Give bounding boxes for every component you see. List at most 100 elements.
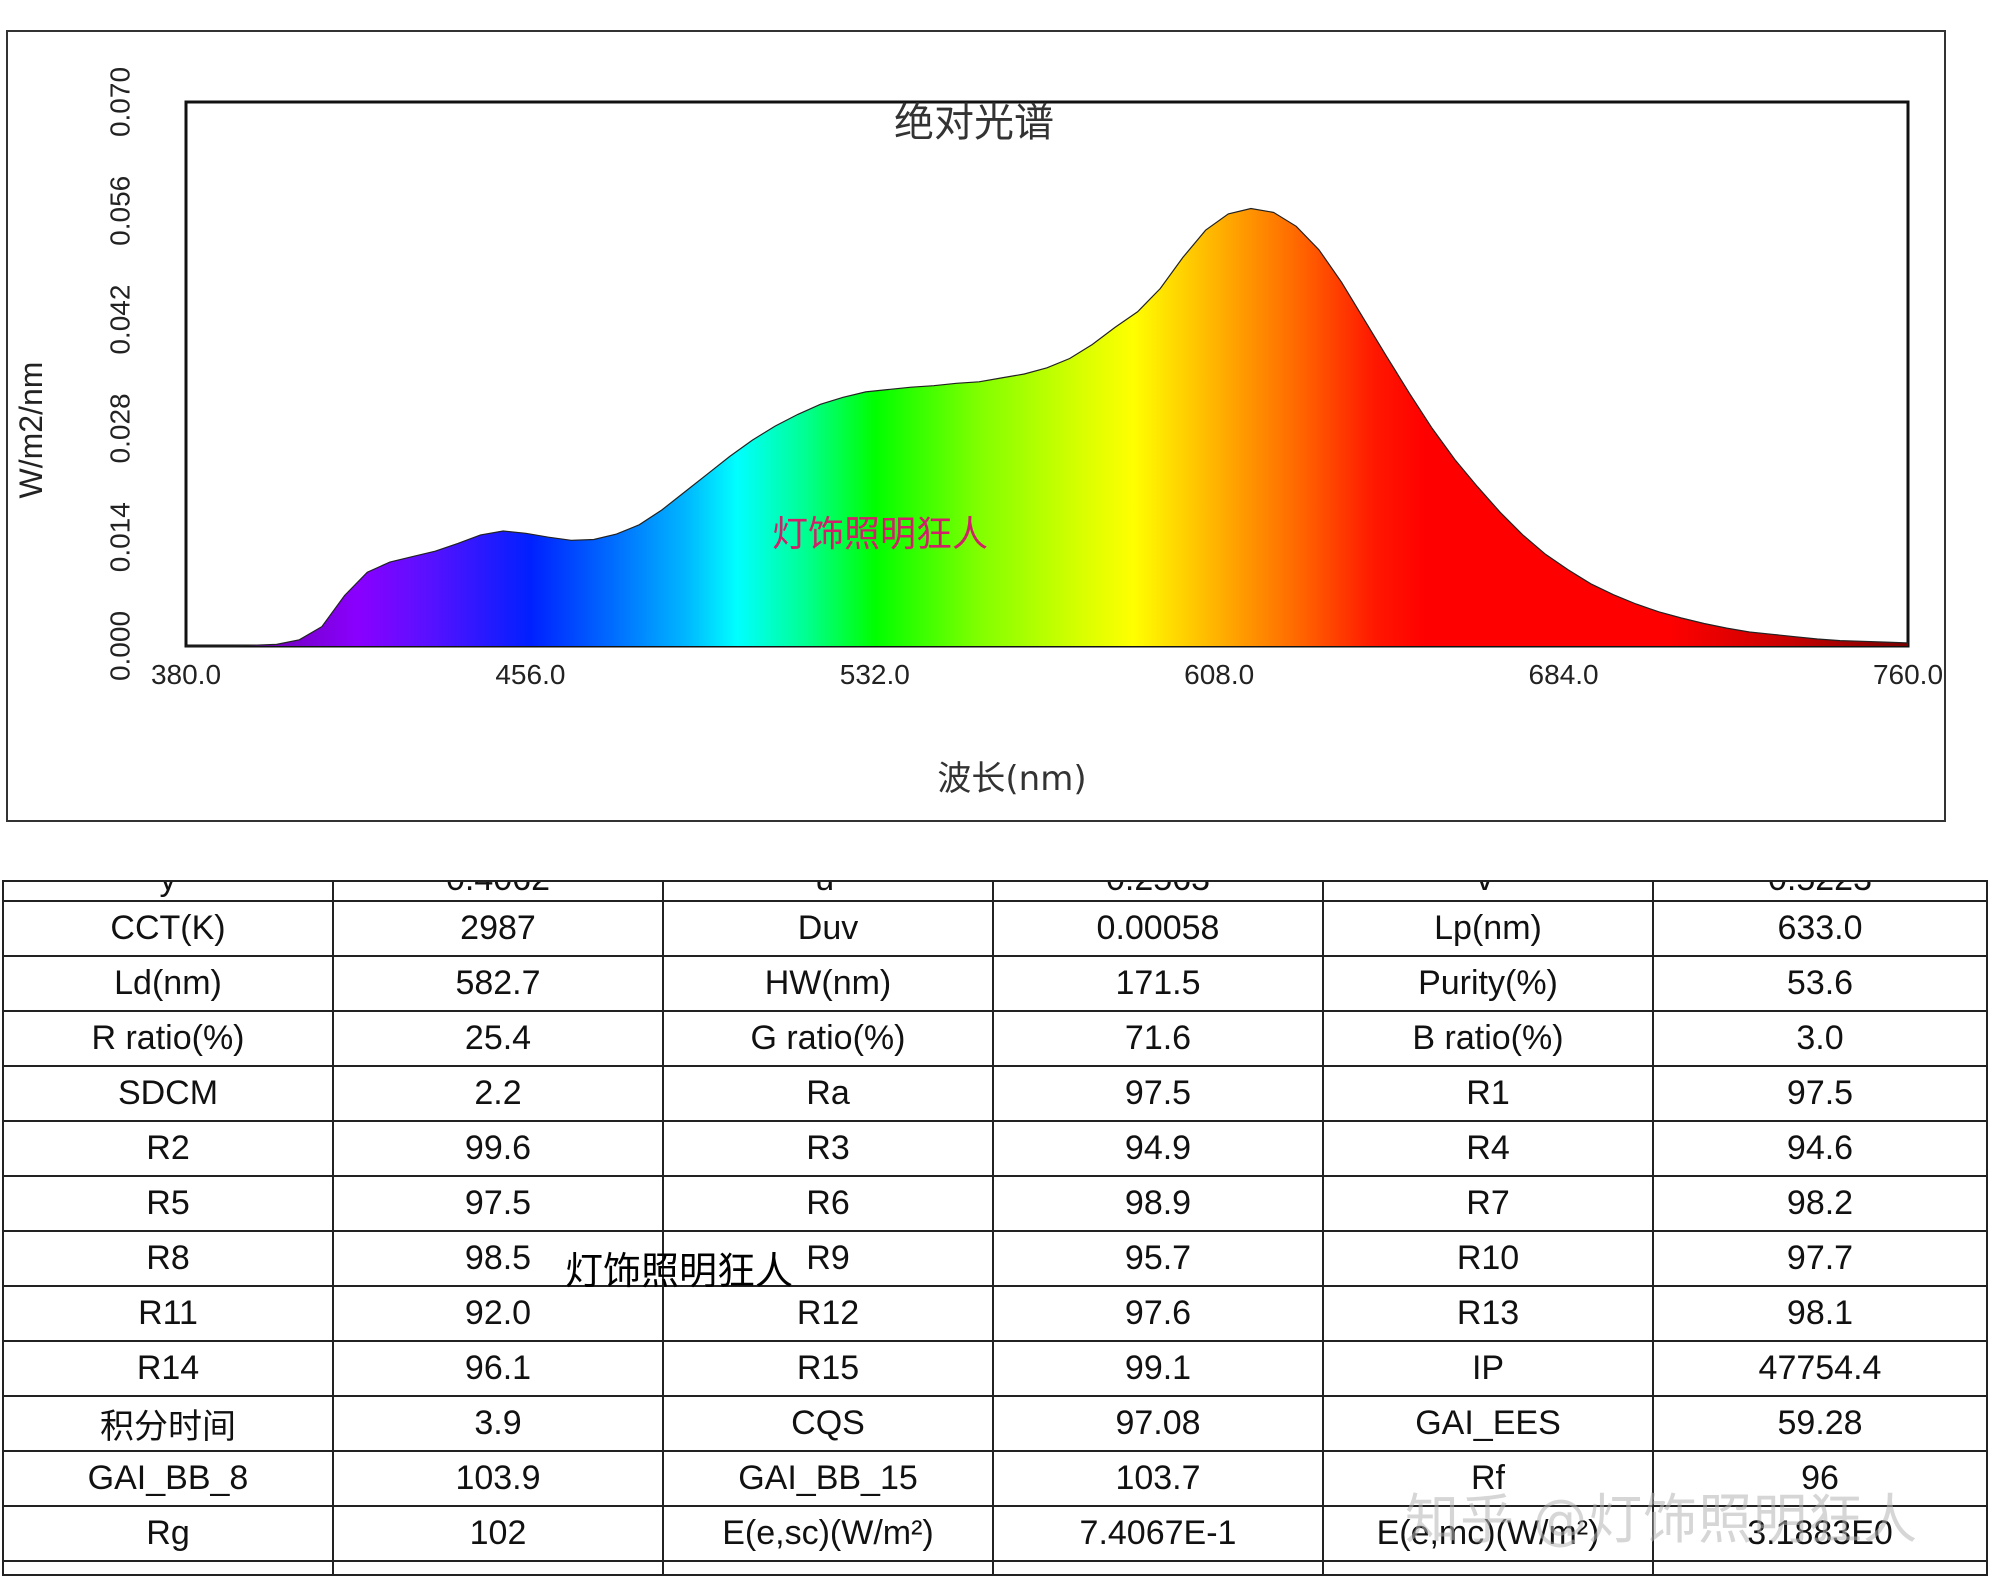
table-row: y0.4062u'0.2563v'0.5223 bbox=[2, 880, 1988, 902]
parameter-value-cell: 3.9 bbox=[332, 1395, 664, 1452]
parameter-name-cell: R2 bbox=[2, 1120, 334, 1177]
parameter-name-cell: G ratio(%) bbox=[662, 1010, 994, 1067]
y-axis-label: W/m2/nm bbox=[13, 362, 49, 499]
parameter-value-cell: 98.1 bbox=[1652, 1285, 1988, 1342]
parameter-name-cell: Duv bbox=[662, 900, 994, 957]
parameter-value-cell: 1.1212E0 bbox=[332, 1560, 664, 1576]
y-tick-label: 0.070 bbox=[104, 67, 135, 137]
parameter-name-cell: u' bbox=[662, 880, 994, 902]
parameter-value-cell: 96 bbox=[1652, 1450, 1988, 1507]
parameter-name-cell: R10 bbox=[1322, 1230, 1654, 1287]
parameter-value-cell: 0.4062 bbox=[332, 880, 664, 902]
table-row: R2 99.6 R3 94.9 R4 94.6 bbox=[2, 1120, 1988, 1177]
table-row: 积分时间 3.9 CQS 97.08 GAI_EES 59.28 bbox=[2, 1395, 1988, 1452]
x-tick-label: 684.0 bbox=[1529, 659, 1599, 690]
parameter-name-cell: CQS bbox=[662, 1395, 994, 1452]
table-row: R14 96.1 R15 99.1 IP 47754.4 bbox=[2, 1340, 1988, 1397]
parameter-name-cell: Lp(nm) bbox=[1322, 900, 1654, 957]
table-watermark: 灯饰照明狂人 bbox=[565, 1249, 794, 1293]
parameter-name-cell: R4 bbox=[1322, 1120, 1654, 1177]
parameter-value-cell: 47754.4 bbox=[1652, 1340, 1988, 1397]
parameter-value-cell: 96.1 bbox=[332, 1340, 664, 1397]
parameter-name-cell: E(e,mc)(W/m²) bbox=[1322, 1505, 1654, 1562]
parameter-name-cell: E(e,m)(W/m²) bbox=[1322, 1560, 1654, 1576]
parameter-name-cell: R14 bbox=[2, 1340, 334, 1397]
parameter-name-cell: Ra bbox=[662, 1065, 994, 1122]
x-tick-label: 380.0 bbox=[151, 659, 221, 690]
parameter-value-cell: 99.6 bbox=[332, 1120, 664, 1177]
parameter-value-cell: 2.2 bbox=[332, 1065, 664, 1122]
parameter-name-cell: CCT(K) bbox=[2, 900, 334, 957]
parameter-value-cell: 59.28 bbox=[1652, 1395, 1988, 1452]
parameter-name-cell: E(e,l)(W/m²) bbox=[662, 1560, 994, 1576]
spectrum-curve bbox=[186, 207, 1909, 647]
parameter-value-cell: 3.2640E0 bbox=[992, 1560, 1324, 1576]
parameter-value-cell: 0.00058 bbox=[992, 900, 1324, 957]
x-axis-label: 波长(nm) bbox=[937, 759, 1086, 799]
parameter-name-cell: y bbox=[2, 880, 334, 902]
y-tick-label: 0.000 bbox=[104, 611, 135, 681]
parameter-value-cell: 633.0 bbox=[1652, 900, 1988, 957]
parameter-name-cell: R12 bbox=[662, 1285, 994, 1342]
parameter-name-cell: Ld(nm) bbox=[2, 955, 334, 1012]
parameter-name-cell: R9 bbox=[662, 1230, 994, 1287]
parameter-value-cell: 103.9 bbox=[332, 1450, 664, 1507]
parameter-name-cell: GAI_BB_8 bbox=[2, 1450, 334, 1507]
parameter-value-cell: 102 bbox=[332, 1505, 664, 1562]
parameter-value-cell: 0.5223 bbox=[1652, 880, 1988, 902]
y-tick-label: 0.014 bbox=[104, 502, 135, 572]
parameter-value-cell: 97.5 bbox=[992, 1065, 1324, 1122]
measurement-table-container: y0.4062u'0.2563v'0.5223CCT(K)2987Duv0.00… bbox=[0, 876, 1998, 1588]
parameter-value-cell: 94.9 bbox=[992, 1120, 1324, 1177]
x-axis-ticks: 380.0 456.0 532.0 608.0 684.0 760.0 bbox=[151, 659, 1943, 690]
table-row: R8 98.5 R9 95.7 R10 97.7 bbox=[2, 1230, 1988, 1287]
table-row: R11 92.0 R12 97.6 R13 98.1 bbox=[2, 1285, 1988, 1342]
parameter-value-cell: 0.2563 bbox=[992, 880, 1324, 902]
parameter-value-cell: 95.7 bbox=[992, 1230, 1324, 1287]
parameter-value-cell: 97.7 bbox=[1652, 1230, 1988, 1287]
parameter-name-cell: R3 bbox=[662, 1120, 994, 1177]
table-row: SDCM 2.2 Ra 97.5 R1 97.5 bbox=[2, 1065, 1988, 1122]
parameter-value-cell: 97.5 bbox=[332, 1175, 664, 1232]
parameter-value-cell: 98.2 bbox=[1652, 1175, 1988, 1232]
parameter-name-cell: R5 bbox=[2, 1175, 334, 1232]
x-tick-label: 532.0 bbox=[840, 659, 910, 690]
parameter-value-cell: 98.9 bbox=[992, 1175, 1324, 1232]
parameter-name-cell: Purity(%) bbox=[1322, 955, 1654, 1012]
parameter-name-cell: R15 bbox=[662, 1340, 994, 1397]
parameter-value-cell: 71.6 bbox=[992, 1010, 1324, 1067]
chart-watermark: 灯饰照明狂人 bbox=[772, 514, 988, 555]
parameter-name-cell: R1 bbox=[1322, 1065, 1654, 1122]
parameter-name-cell: R8 bbox=[2, 1230, 334, 1287]
parameter-value-cell: 582.7 bbox=[332, 955, 664, 1012]
table-row: Rg 102 E(e,sc)(W/m²) 7.4067E-1 E(e,mc)(W/m²)… bbox=[2, 1505, 1988, 1562]
parameter-name-cell: R13 bbox=[1322, 1285, 1654, 1342]
table-row: E(e,s)(W/m²)1.1212E0E(e,l)(W/m²)3.2640E0… bbox=[2, 1560, 1988, 1576]
table-row: R ratio(%) 25.4 G ratio(%) 71.6 B ratio(%) 3.… bbox=[2, 1010, 1988, 1067]
parameter-value-cell: 3.0 bbox=[1652, 1010, 1988, 1067]
y-tick-label: 0.056 bbox=[104, 176, 135, 246]
parameter-name-cell: R ratio(%) bbox=[2, 1010, 334, 1067]
measurement-table: y0.4062u'0.2563v'0.5223CCT(K)2987Duv0.00… bbox=[2, 880, 1988, 1576]
parameter-value-cell: 97.6 bbox=[992, 1285, 1324, 1342]
parameter-value-cell: 53.6 bbox=[1652, 955, 1988, 1012]
chart-title: 绝对光谱 bbox=[894, 100, 1054, 146]
x-tick-label: 456.0 bbox=[495, 659, 565, 690]
parameter-value-cell: 97.08 bbox=[992, 1395, 1324, 1452]
parameter-name-cell: R11 bbox=[2, 1285, 334, 1342]
parameter-value-cell: 98.5 bbox=[332, 1230, 664, 1287]
parameter-value-cell: 2987 bbox=[332, 900, 664, 957]
parameter-value-cell: 3.1883E0 bbox=[1652, 1505, 1988, 1562]
parameter-value-cell: 1.0673E0 bbox=[1652, 1560, 1988, 1576]
table-row: R5 97.5 R6 98.9 R7 98.2 bbox=[2, 1175, 1988, 1232]
parameter-name-cell: B ratio(%) bbox=[1322, 1010, 1654, 1067]
parameter-name-cell: R6 bbox=[662, 1175, 994, 1232]
table-row: CCT(K) 2987 Duv 0.00058 Lp(nm) 633.0 bbox=[2, 900, 1988, 957]
parameter-name-cell: GAI_BB_15 bbox=[662, 1450, 994, 1507]
spectrum-chart: 绝对光谱 灯饰照明狂人 380.0 456.0 532.0 608.0 684.0 760… bbox=[13, 67, 1943, 799]
y-tick-label: 0.042 bbox=[104, 285, 135, 355]
table-row: Ld(nm) 582.7 HW(nm) 171.5 Purity(%) 53.6 bbox=[2, 955, 1988, 1012]
parameter-name-cell: IP bbox=[1322, 1340, 1654, 1397]
parameter-value-cell: 103.7 bbox=[992, 1450, 1324, 1507]
site-watermark: 知乎 @灯饰照明狂人 bbox=[1405, 1488, 1919, 1551]
